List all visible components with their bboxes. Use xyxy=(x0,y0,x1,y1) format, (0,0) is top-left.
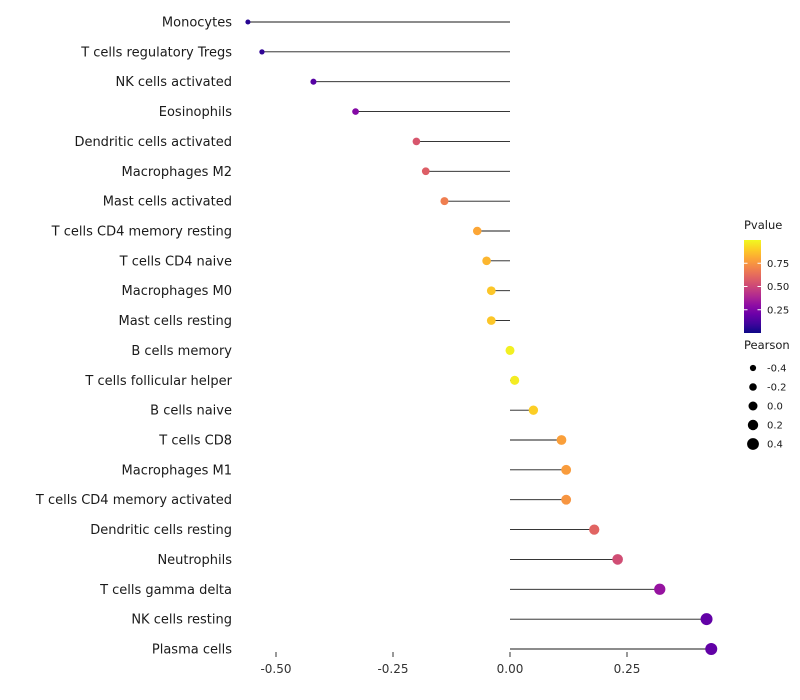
pearson-legend-label: 0.0 xyxy=(767,402,783,413)
pearson-legend-label: -0.2 xyxy=(767,383,787,394)
y-axis-label: B cells memory xyxy=(131,344,232,359)
y-axis-label: Neutrophils xyxy=(157,553,232,568)
lollipop-dot xyxy=(486,316,496,325)
lollipop-dot xyxy=(486,286,496,296)
y-axis-label: T cells CD8 xyxy=(158,434,232,449)
lollipop-dot xyxy=(654,583,666,595)
x-axis-tick-label: -0.50 xyxy=(260,662,291,676)
y-axis-label: NK cells resting xyxy=(131,613,232,628)
lollipop-dot xyxy=(612,554,623,565)
pearson-legend-title: Pearson xyxy=(744,338,790,352)
x-axis-tick-label: 0.00 xyxy=(497,662,524,676)
y-axis-label: Monocytes xyxy=(162,16,232,31)
lollipop-dot xyxy=(421,167,430,176)
x-axis-tick-label: -0.25 xyxy=(377,662,408,676)
y-axis-label: NK cells activated xyxy=(116,75,233,90)
y-axis-label: Dendritic cells resting xyxy=(90,523,232,538)
y-axis-label: Plasma cells xyxy=(152,643,232,658)
y-axis-label: B cells naive xyxy=(150,404,232,419)
lollipop-dot xyxy=(700,613,713,626)
lollipop-dot xyxy=(472,226,482,236)
y-axis-label: T cells CD4 naive xyxy=(119,254,232,269)
pearson-legend-label: -0.4 xyxy=(767,364,787,375)
pvalue-gradient-bar xyxy=(744,240,761,333)
pearson-legend-dot xyxy=(749,383,757,391)
y-axis-label: Mast cells activated xyxy=(103,195,232,210)
lollipop-dot xyxy=(440,197,449,206)
lollipop-dot xyxy=(589,524,600,535)
lollipop-dot xyxy=(556,435,567,445)
lollipop-dot xyxy=(310,78,317,85)
lollipop-dot xyxy=(482,256,491,266)
y-axis-label: T cells gamma delta xyxy=(99,583,232,598)
lollipop-dot xyxy=(505,345,515,355)
x-axis-tick-label: 0.25 xyxy=(614,662,641,676)
pearson-legend-label: 0.4 xyxy=(767,440,783,451)
y-axis-label: T cells follicular helper xyxy=(84,374,232,389)
lollipop-dot xyxy=(561,464,572,475)
pvalue-legend-tick-label: 0.75 xyxy=(767,259,789,270)
y-axis-label: Macrophages M0 xyxy=(122,284,232,299)
pearson-legend-dot xyxy=(747,419,759,431)
y-axis-label: T cells CD4 memory resting xyxy=(51,225,232,240)
pearson-legend-label: 0.2 xyxy=(767,421,783,432)
y-axis-label: Dendritic cells activated xyxy=(74,135,232,150)
y-axis-label: Eosinophils xyxy=(159,105,232,120)
y-axis-label: T cells regulatory Tregs xyxy=(80,45,232,60)
y-axis-label: Macrophages M2 xyxy=(122,165,232,180)
y-axis-label: Mast cells resting xyxy=(119,314,233,329)
pearson-legend-dot xyxy=(749,364,757,372)
lollipop-dot xyxy=(561,494,572,505)
lollipop-dot xyxy=(412,137,421,146)
lollipop-dot xyxy=(245,19,251,25)
lollipop-dot xyxy=(510,375,520,385)
pvalue-legend-tick-label: 0.50 xyxy=(767,282,789,293)
pvalue-legend-title: Pvalue xyxy=(744,218,782,232)
pearson-legend-dot xyxy=(747,438,759,450)
lollipop-dot xyxy=(259,49,265,55)
pvalue-legend-tick-label: 0.25 xyxy=(767,305,789,316)
y-axis-label: Macrophages M1 xyxy=(122,463,232,478)
lollipop-dot xyxy=(352,108,359,115)
lollipop-dot xyxy=(528,405,539,415)
y-axis-label: T cells CD4 memory activated xyxy=(35,493,232,508)
lollipop-dot xyxy=(705,642,718,656)
pearson-legend-dot xyxy=(748,401,758,411)
